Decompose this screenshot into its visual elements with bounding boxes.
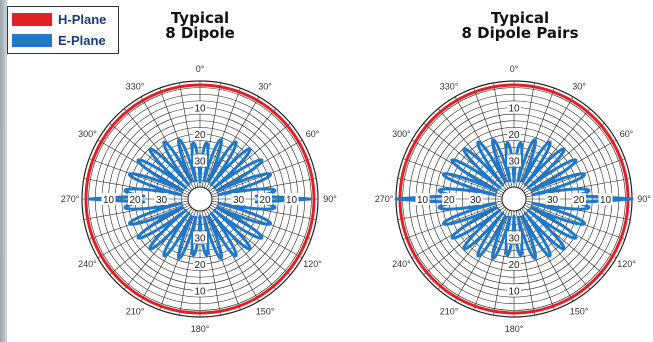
- legend-label-h-plane: H-Plane: [58, 11, 107, 27]
- angle-tick-label: 150°: [256, 307, 275, 317]
- ring-value-label: 10: [103, 195, 115, 206]
- ring-label-bg: [598, 193, 613, 205]
- ring-value-label: 10: [508, 287, 520, 298]
- ring-value-label: 20: [129, 195, 141, 206]
- legend-label-e-plane: E-Plane: [58, 32, 106, 48]
- ring-label-bg: [193, 258, 207, 270]
- angle-tick-label: 330°: [126, 81, 145, 91]
- ring-label-bg: [193, 154, 207, 167]
- ring-label-bg: [442, 193, 456, 205]
- ring-value-label: 30: [508, 234, 520, 245]
- ring-value-label: 20: [573, 195, 585, 206]
- angle-tick-label: 270°: [61, 194, 80, 204]
- angle-tick-label: 90°: [637, 194, 651, 204]
- angle-tick-label: 90°: [323, 194, 337, 204]
- series-h-plane: [84, 83, 316, 315]
- angle-tick-label: 210°: [126, 307, 145, 317]
- angle-tick-label: 0°: [510, 64, 519, 74]
- chart-title-line2: 8 Dipole: [165, 24, 235, 42]
- ring-value-label: 20: [508, 260, 520, 271]
- ring-label-bg: [128, 193, 142, 205]
- ring-value-label: 10: [194, 287, 206, 298]
- legend-item-h-plane: H-Plane: [12, 9, 106, 29]
- ring-label-bg: [507, 154, 521, 167]
- ring-label-bg: [193, 101, 207, 114]
- chart-title-line1: Typical: [490, 9, 550, 27]
- center-hub: [187, 186, 213, 212]
- angle-tick-label: 120°: [617, 259, 636, 269]
- ring-value-label: 30: [233, 195, 245, 206]
- ring-value-label: 30: [194, 234, 206, 245]
- angle-tick-label: 300°: [392, 129, 411, 139]
- ring-label-bg: [154, 193, 169, 205]
- ring-label-bg: [545, 193, 560, 205]
- ring-label-bg: [231, 193, 246, 205]
- ring-gridline: [147, 146, 253, 252]
- ring-label-bg: [193, 284, 207, 297]
- ring-value-label: 20: [259, 195, 271, 206]
- ring-value-label: 20: [194, 260, 206, 271]
- ring-label-bg: [258, 193, 272, 205]
- ring-label-bg: [507, 128, 521, 140]
- ring-label-bg: [572, 193, 586, 205]
- ring-value-label: 30: [547, 195, 559, 206]
- ring-label-bg: [507, 101, 521, 114]
- ring-label-bg: [507, 284, 521, 297]
- ring-label-bg: [415, 193, 430, 205]
- angle-tick-label: 180°: [191, 324, 210, 334]
- ring-value-label: 30: [194, 157, 206, 168]
- page-edge-strip: [0, 0, 7, 342]
- ring-value-label: 10: [508, 104, 520, 115]
- ring-value-label: 10: [286, 195, 298, 206]
- angle-tick-label: 210°: [440, 307, 459, 317]
- chart-title-line1: Typical: [170, 9, 230, 27]
- angle-tick-label: 60°: [620, 129, 634, 139]
- angle-tick-label: 300°: [78, 129, 97, 139]
- ring-value-label: 10: [600, 195, 612, 206]
- series-e-plane: [88, 138, 312, 260]
- ring-value-label: 10: [417, 195, 429, 206]
- ring-label-bg: [507, 231, 521, 244]
- ring-gridline: [461, 146, 567, 252]
- legend-swatch-e-plane: [12, 33, 52, 47]
- angle-tick-label: 0°: [196, 64, 205, 74]
- ring-label-bg: [468, 193, 483, 205]
- angle-tick-label: 180°: [505, 324, 524, 334]
- ring-value-label: 30: [156, 195, 168, 206]
- ring-label-bg: [193, 231, 207, 244]
- center-hub: [501, 186, 527, 212]
- ring-value-label: 20: [508, 130, 520, 141]
- angle-tick-label: 270°: [375, 194, 394, 204]
- angle-tick-label: 150°: [570, 307, 589, 317]
- polar-chart-8-dipole: 0° 30° 60° 90° 120° 150° 180° 210° 240° 270° 300° 3…: [61, 64, 338, 334]
- ring-label-bg: [507, 258, 521, 270]
- chart-title-8-dipole-pairs: Typical 8 Dipole Pairs: [445, 11, 595, 41]
- legend-item-e-plane: E-Plane: [12, 30, 106, 50]
- chart-title-line2: 8 Dipole Pairs: [461, 24, 579, 42]
- angle-tick-label: 240°: [78, 259, 97, 269]
- polar-chart-8-dipole-pairs: 0° 30° 60° 90° 120° 150° 180° 210° 240° 270° 300° 3…: [375, 64, 652, 334]
- angle-tick-label: 330°: [440, 81, 459, 91]
- angle-tick-label: 240°: [392, 259, 411, 269]
- ring-gridline: [435, 120, 593, 278]
- angle-tick-label: 30°: [572, 81, 586, 91]
- ring-value-label: 30: [470, 195, 482, 206]
- chart-title-8-dipole: Typical 8 Dipole: [130, 11, 270, 41]
- ring-value-label: 30: [508, 157, 520, 168]
- angle-tick-label: 120°: [303, 259, 322, 269]
- ring-label-bg: [101, 193, 116, 205]
- legend: H-Plane E-Plane: [7, 6, 119, 54]
- legend-swatch-h-plane: [12, 12, 52, 26]
- series-e-plane: [394, 138, 634, 260]
- ring-gridline: [121, 120, 279, 278]
- ring-gridline: [81, 80, 319, 318]
- angle-tick-label: 60°: [306, 129, 320, 139]
- ring-value-label: 20: [443, 195, 455, 206]
- angle-tick-label: 30°: [258, 81, 272, 91]
- ring-label-bg: [284, 193, 299, 205]
- ring-value-label: 20: [194, 130, 206, 141]
- ring-label-bg: [193, 128, 207, 140]
- ring-value-label: 10: [194, 104, 206, 115]
